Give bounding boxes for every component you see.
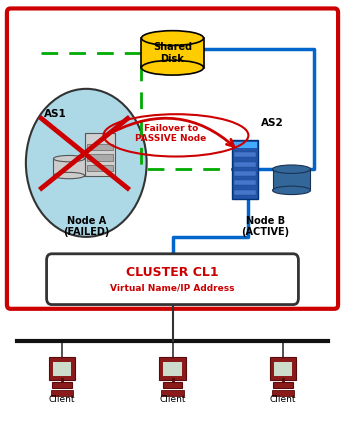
FancyBboxPatch shape: [234, 171, 256, 176]
FancyBboxPatch shape: [273, 169, 310, 190]
FancyBboxPatch shape: [270, 357, 296, 380]
FancyBboxPatch shape: [163, 382, 182, 388]
Text: AS2: AS2: [261, 118, 284, 128]
FancyBboxPatch shape: [234, 180, 256, 185]
FancyBboxPatch shape: [234, 162, 256, 167]
Text: Client: Client: [270, 395, 296, 404]
FancyBboxPatch shape: [53, 159, 85, 176]
FancyBboxPatch shape: [163, 362, 182, 376]
Text: Node B
(ACTIVE): Node B (ACTIVE): [241, 215, 290, 237]
Ellipse shape: [53, 155, 85, 162]
Ellipse shape: [273, 165, 310, 173]
FancyBboxPatch shape: [87, 144, 113, 150]
FancyBboxPatch shape: [85, 133, 115, 176]
Text: CLUSTER CL1: CLUSTER CL1: [126, 266, 219, 279]
FancyBboxPatch shape: [274, 362, 292, 376]
Text: Shared
Disk: Shared Disk: [153, 42, 192, 64]
FancyBboxPatch shape: [233, 142, 257, 148]
Circle shape: [26, 89, 147, 237]
FancyBboxPatch shape: [87, 165, 113, 171]
FancyBboxPatch shape: [47, 254, 298, 305]
FancyBboxPatch shape: [273, 382, 293, 388]
FancyBboxPatch shape: [161, 390, 184, 396]
FancyBboxPatch shape: [53, 362, 71, 376]
Ellipse shape: [141, 31, 204, 45]
FancyBboxPatch shape: [7, 8, 338, 309]
Text: Virtual Name/IP Address: Virtual Name/IP Address: [110, 284, 235, 293]
Ellipse shape: [273, 186, 310, 195]
FancyBboxPatch shape: [87, 154, 113, 161]
Text: Node A
(FAILED): Node A (FAILED): [63, 215, 109, 237]
FancyBboxPatch shape: [272, 390, 294, 396]
FancyBboxPatch shape: [52, 382, 72, 388]
FancyBboxPatch shape: [234, 190, 256, 195]
FancyBboxPatch shape: [51, 390, 73, 396]
FancyArrowPatch shape: [113, 118, 234, 146]
FancyBboxPatch shape: [234, 152, 256, 157]
Ellipse shape: [141, 60, 204, 75]
FancyBboxPatch shape: [232, 140, 258, 199]
FancyBboxPatch shape: [159, 357, 186, 380]
Text: Client: Client: [49, 395, 75, 404]
Text: Client: Client: [159, 395, 186, 404]
FancyBboxPatch shape: [49, 357, 75, 380]
Ellipse shape: [53, 173, 85, 179]
FancyBboxPatch shape: [141, 38, 204, 68]
Text: AS1: AS1: [44, 109, 67, 119]
Text: Failover to
PASSIVE Node: Failover to PASSIVE Node: [135, 124, 206, 143]
